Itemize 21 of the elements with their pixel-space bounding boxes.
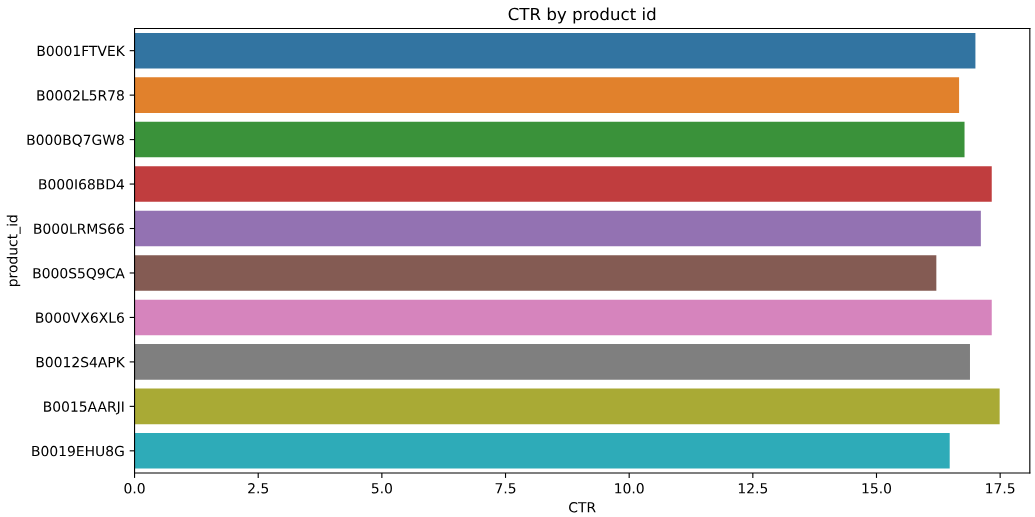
- y-tick-label: B000I68BD4: [39, 179, 125, 190]
- x-tick-label: 5.0: [371, 483, 392, 494]
- x-tick-label: 10.0: [615, 483, 644, 494]
- y-tick-label: B0002L5R78: [37, 90, 124, 101]
- y-tick-label: B0019EHU8G: [32, 445, 124, 457]
- y-axis-title: product_id: [6, 215, 21, 286]
- x-tick-label: 2.5: [248, 483, 269, 494]
- x-axis-title: CTR: [569, 502, 596, 513]
- x-tick-label: 7.5: [495, 483, 516, 494]
- y-tick-label: B0001FTVEK: [37, 45, 126, 57]
- chart-title: CTR by product id: [508, 7, 656, 24]
- y-tick-label: B000LRMS66: [34, 223, 124, 234]
- y-tick-label: B000S5Q9CA: [33, 267, 125, 281]
- y-tick-label: B000BQ7GW8: [27, 134, 124, 147]
- x-tick-label: 12.5: [738, 483, 768, 494]
- x-tick-label: 0.0: [124, 483, 145, 494]
- y-tick-label: B0012S4APK: [36, 356, 126, 368]
- x-tick-label: 15.0: [862, 483, 892, 494]
- y-tick-label: B000VX6XL6: [36, 312, 124, 323]
- x-tick-label: 17.5: [986, 483, 1015, 494]
- y-tick-label: B0015AARJI: [44, 401, 124, 415]
